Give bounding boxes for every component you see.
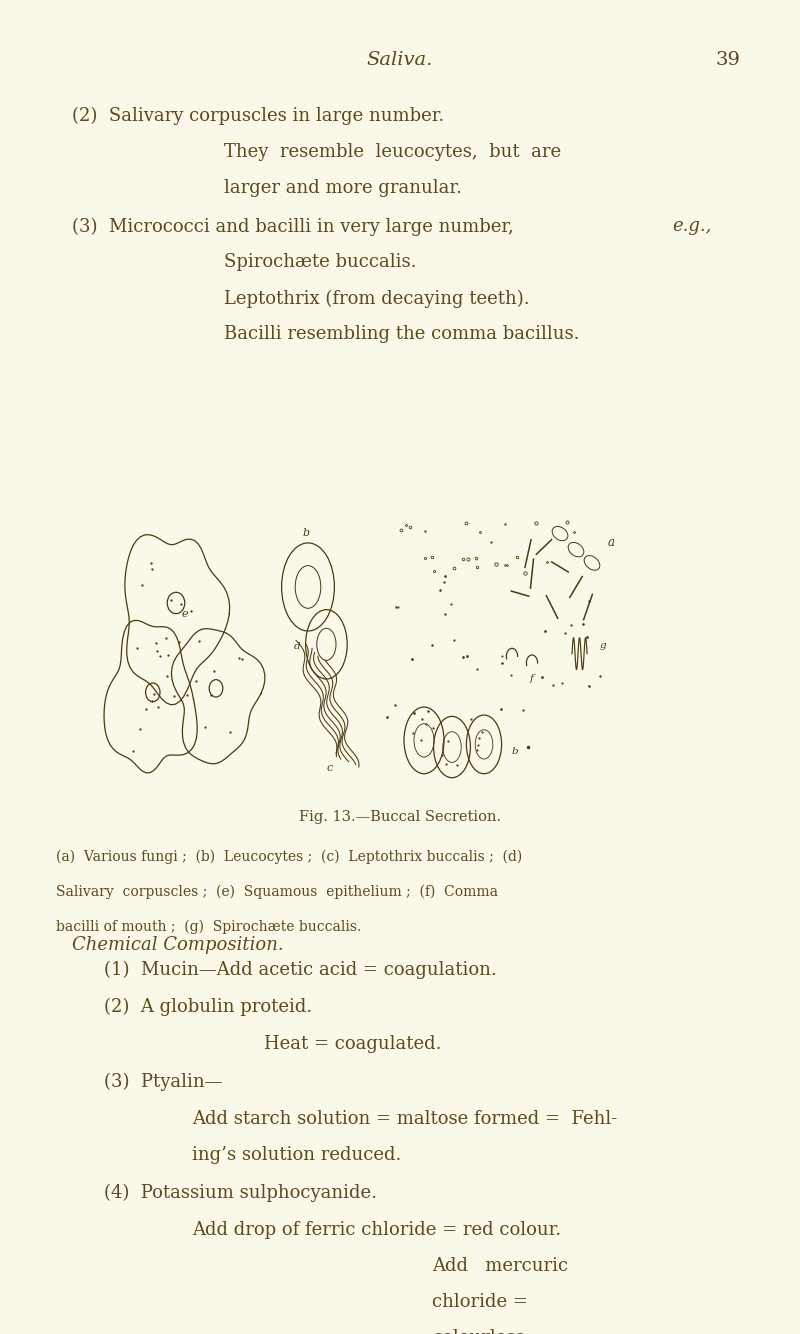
Text: (3)  Ptyalin—: (3) Ptyalin— xyxy=(104,1073,222,1091)
Text: colourless.: colourless. xyxy=(432,1329,530,1334)
Text: (1)  Mucin—Add acetic acid = coagulation.: (1) Mucin—Add acetic acid = coagulation. xyxy=(104,960,497,979)
Text: e.g.,: e.g., xyxy=(672,217,711,235)
Text: chloride =: chloride = xyxy=(432,1293,528,1310)
Text: 39: 39 xyxy=(715,51,741,68)
Text: Add   mercuric: Add mercuric xyxy=(432,1257,568,1274)
Text: b: b xyxy=(512,747,518,755)
Text: (a)  Various fungi ;  (b)  Leucocytes ;  (c)  Leptothrix buccalis ;  (d): (a) Various fungi ; (b) Leucocytes ; (c)… xyxy=(56,850,522,864)
Text: Bacilli resembling the comma bacillus.: Bacilli resembling the comma bacillus. xyxy=(224,325,579,343)
Text: Spirochæte buccalis.: Spirochæte buccalis. xyxy=(224,253,417,271)
Text: d: d xyxy=(294,643,301,651)
Text: Add starch solution = maltose formed =  Fehl-: Add starch solution = maltose formed = F… xyxy=(192,1110,618,1127)
Text: a: a xyxy=(608,536,615,550)
Text: e: e xyxy=(182,608,188,619)
Text: (2)  A globulin proteid.: (2) A globulin proteid. xyxy=(104,998,312,1017)
Text: Chemical Composition.: Chemical Composition. xyxy=(72,936,284,954)
Text: b: b xyxy=(303,528,310,538)
Text: Fig. 13.—Buccal Secretion.: Fig. 13.—Buccal Secretion. xyxy=(299,810,501,823)
Text: Leptothrix (from decaying teeth).: Leptothrix (from decaying teeth). xyxy=(224,289,530,308)
Text: Heat = coagulated.: Heat = coagulated. xyxy=(264,1035,442,1053)
Text: Salivary  corpuscles ;  (e)  Squamous  epithelium ;  (f)  Comma: Salivary corpuscles ; (e) Squamous epith… xyxy=(56,884,498,899)
Text: (4)  Potassium sulphocyanide.: (4) Potassium sulphocyanide. xyxy=(104,1183,377,1202)
Text: (3)  Micrococci and bacilli in very large number,: (3) Micrococci and bacilli in very large… xyxy=(72,217,514,236)
Text: c: c xyxy=(326,763,333,772)
Text: ing’s solution reduced.: ing’s solution reduced. xyxy=(192,1146,402,1163)
Text: (2)  Salivary corpuscles in large number.: (2) Salivary corpuscles in large number. xyxy=(72,107,444,125)
Text: Saliva.: Saliva. xyxy=(367,51,433,68)
Text: They  resemble  leucocytes,  but  are: They resemble leucocytes, but are xyxy=(224,143,561,160)
Text: g: g xyxy=(600,642,606,650)
Text: Add drop of ferric chloride = red colour.: Add drop of ferric chloride = red colour… xyxy=(192,1221,561,1238)
Text: f: f xyxy=(530,674,534,683)
Text: larger and more granular.: larger and more granular. xyxy=(224,179,462,196)
Text: bacilli of mouth ;  (g)  Spirochæte buccalis.: bacilli of mouth ; (g) Spirochæte buccal… xyxy=(56,919,362,934)
